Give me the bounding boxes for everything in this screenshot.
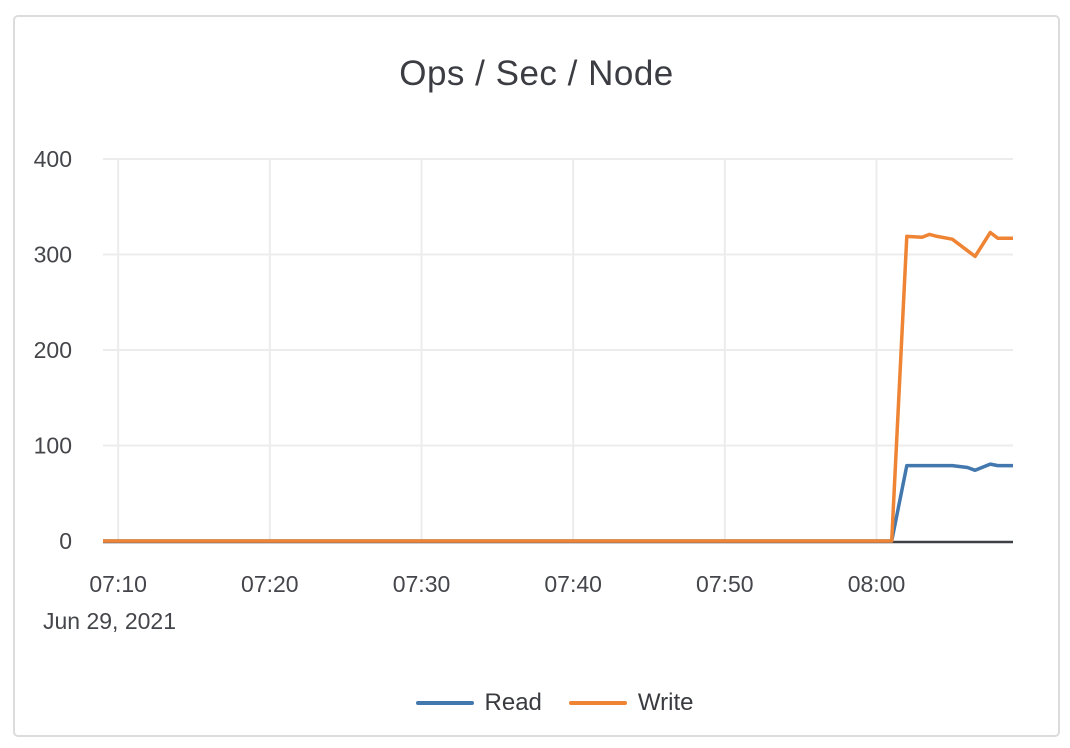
legend-label-write: Write [637, 689, 694, 716]
x-axis-tick-label: 08:00 [848, 571, 906, 597]
legend-label-read: Read [484, 689, 542, 716]
axis-labels: 0 100 200 300 400 07:10 07:20 07:30 07:40 07:50 08… [34, 146, 906, 634]
series-lines [103, 230, 1013, 543]
y-axis-tick-label: 200 [34, 337, 72, 363]
gridlines [103, 158, 1013, 544]
y-axis-tick-label: 300 [34, 242, 72, 268]
y-axis-tick-label: 100 [34, 433, 72, 459]
legend: Read Write [13, 689, 1060, 717]
y-axis-tick-label: 400 [34, 146, 72, 172]
chart-title: Ops / Sec / Node [399, 54, 674, 93]
chart-card [13, 15, 1060, 737]
legend-item-read[interactable]: Read [415, 689, 542, 717]
x-axis-tick-label: 07:40 [544, 571, 602, 597]
x-axis-tick-label: 07:20 [241, 571, 299, 597]
legend-line-swatch-write [568, 701, 627, 705]
x-axis-date-label: Jun 29, 2021 [43, 608, 176, 634]
legend-item-write[interactable]: Write [568, 689, 694, 717]
x-axis-tick-label: 07:30 [393, 571, 451, 597]
y-axis-tick-label: 0 [59, 528, 72, 554]
legend-line-swatch-read [415, 701, 474, 705]
x-axis-tick-label: 07:10 [89, 571, 147, 597]
write-series-line[interactable] [103, 230, 1013, 543]
x-axis-tick-label: 07:50 [696, 571, 754, 597]
